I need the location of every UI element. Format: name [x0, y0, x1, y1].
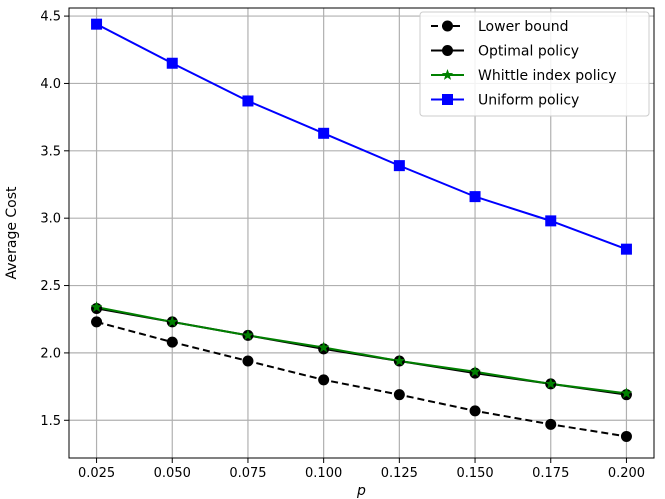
data-point-lower-bound — [166, 336, 178, 348]
data-point-whittle-index-policy — [393, 354, 406, 366]
legend-label-optimal-policy: Optimal policy — [478, 44, 579, 60]
legend-label-lower-bound: Lower bound — [478, 19, 568, 35]
y-tick-label: 4.0 — [40, 77, 61, 92]
legend: Lower bound Optimal policy Whittle index p… — [419, 11, 650, 117]
x-tick-label: 0.150 — [456, 466, 493, 481]
series-line-lower-bound — [96, 320, 627, 438]
data-point-lower-bound — [242, 355, 254, 367]
series-line-whittle-index-policy — [96, 306, 627, 395]
data-point-uniform-policy — [91, 18, 103, 30]
y-tick-label: 4.5 — [40, 10, 61, 25]
data-point-lower-bound — [620, 430, 632, 442]
x-tick-label: 0.175 — [532, 466, 569, 481]
legend-marker-whittle-index-policy — [441, 69, 454, 80]
data-point-whittle-index-policy — [545, 377, 557, 389]
x-tick-label: 0.050 — [154, 466, 191, 481]
y-tick-label: 3.0 — [40, 212, 61, 227]
data-point-uniform-policy — [545, 215, 557, 227]
data-point-lower-bound — [469, 405, 481, 417]
data-point-whittle-index-policy — [317, 341, 330, 353]
data-point-lower-bound — [393, 389, 405, 401]
data-point-uniform-policy — [393, 160, 405, 172]
data-point-lower-bound — [318, 374, 330, 386]
series-lines — [96, 23, 627, 438]
x-tick-label: 0.125 — [381, 466, 418, 481]
legend-marker-optimal-policy — [442, 45, 453, 56]
x-tick-label: 0.200 — [608, 466, 645, 481]
y-tick-label: 2.5 — [40, 279, 61, 294]
legend-label-whittle-index-policy: Whittle index policy — [478, 68, 617, 84]
data-point-whittle-index-policy — [166, 315, 178, 327]
legend-label-uniform-policy: Uniform policy — [478, 93, 579, 109]
data-point-uniform-policy — [469, 191, 481, 203]
data-point-whittle-index-policy — [620, 387, 633, 399]
x-axis-label: p — [356, 483, 366, 499]
data-point-whittle-index-policy — [90, 301, 103, 312]
x-tick-label: 0.075 — [229, 466, 266, 481]
plot-frame — [68, 7, 655, 459]
legend-box — [419, 11, 650, 117]
data-point-uniform-policy — [166, 57, 178, 69]
series-markers — [90, 18, 633, 442]
x-tick-label: 0.025 — [78, 466, 115, 481]
y-tick-label: 1.5 — [40, 414, 61, 429]
data-point-whittle-index-policy — [469, 365, 481, 377]
axis-ticks: 0.025 0.050 0.075 0.100 0.125 0.150 0.175 0.200… — [40, 10, 645, 481]
data-point-lower-bound — [91, 316, 103, 328]
y-tick-label: 3.5 — [40, 144, 61, 159]
y-tick-label: 2.0 — [40, 346, 61, 361]
data-point-uniform-policy — [242, 95, 254, 107]
data-point-lower-bound — [545, 418, 557, 430]
data-point-uniform-policy — [318, 127, 330, 139]
legend-marker-lower-bound — [442, 20, 453, 32]
x-tick-label: 0.100 — [305, 466, 342, 481]
legend-marker-uniform-policy — [442, 94, 453, 105]
series-line-uniform-policy — [96, 23, 627, 251]
data-point-uniform-policy — [620, 243, 632, 255]
data-point-whittle-index-policy — [242, 329, 254, 341]
y-axis-label: Average Cost — [4, 186, 20, 280]
